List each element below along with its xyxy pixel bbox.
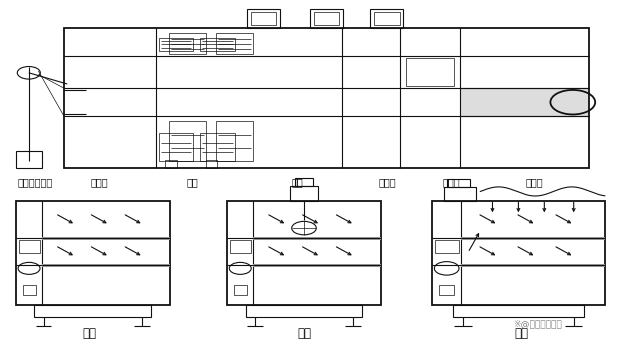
Bar bbox=[251, 12, 276, 25]
Bar bbox=[253, 264, 381, 267]
Bar bbox=[169, 33, 205, 54]
Bar bbox=[310, 9, 343, 28]
Bar bbox=[246, 304, 362, 317]
Text: 下吹: 下吹 bbox=[292, 177, 303, 187]
Bar bbox=[22, 285, 36, 295]
Text: 下吹: 下吹 bbox=[297, 327, 311, 340]
Bar bbox=[444, 187, 476, 201]
Text: 加料端: 加料端 bbox=[90, 177, 108, 187]
Bar bbox=[406, 58, 454, 86]
Bar bbox=[234, 285, 247, 295]
Bar bbox=[16, 201, 170, 304]
Bar bbox=[370, 9, 403, 28]
Bar bbox=[216, 121, 253, 161]
Bar bbox=[16, 150, 42, 168]
Bar bbox=[64, 28, 589, 168]
Bar bbox=[461, 237, 605, 240]
Text: 下吹: 下吹 bbox=[515, 327, 529, 340]
Bar bbox=[374, 12, 399, 25]
Bar bbox=[452, 304, 584, 317]
Bar bbox=[227, 201, 381, 304]
Bar bbox=[200, 133, 235, 161]
Bar bbox=[230, 240, 251, 253]
Text: 上吹: 上吹 bbox=[186, 177, 198, 187]
Bar bbox=[461, 264, 605, 267]
Text: 隔离段: 隔离段 bbox=[378, 177, 396, 187]
Bar bbox=[432, 201, 605, 304]
Bar bbox=[295, 178, 312, 186]
Bar bbox=[435, 240, 459, 253]
Bar bbox=[289, 186, 319, 201]
Bar bbox=[460, 88, 589, 116]
Bar bbox=[159, 133, 193, 161]
Bar bbox=[205, 160, 217, 168]
Bar bbox=[314, 12, 339, 25]
Bar bbox=[447, 179, 470, 187]
Bar bbox=[19, 240, 40, 253]
Bar bbox=[439, 285, 454, 295]
Text: ※@环境安全科学: ※@环境安全科学 bbox=[513, 319, 562, 328]
Bar bbox=[165, 160, 177, 168]
Bar bbox=[42, 237, 170, 240]
Text: 上吹: 上吹 bbox=[83, 327, 97, 340]
Bar bbox=[35, 304, 151, 317]
Bar bbox=[253, 237, 381, 240]
Bar bbox=[216, 33, 253, 54]
Text: 卸料端: 卸料端 bbox=[525, 177, 543, 187]
Bar bbox=[200, 38, 235, 51]
Text: 摆动加料装置: 摆动加料装置 bbox=[17, 177, 53, 187]
Text: 冷却段: 冷却段 bbox=[442, 177, 460, 187]
Bar bbox=[159, 38, 193, 51]
Bar bbox=[169, 121, 205, 161]
Bar bbox=[247, 9, 280, 28]
Bar bbox=[42, 264, 170, 267]
